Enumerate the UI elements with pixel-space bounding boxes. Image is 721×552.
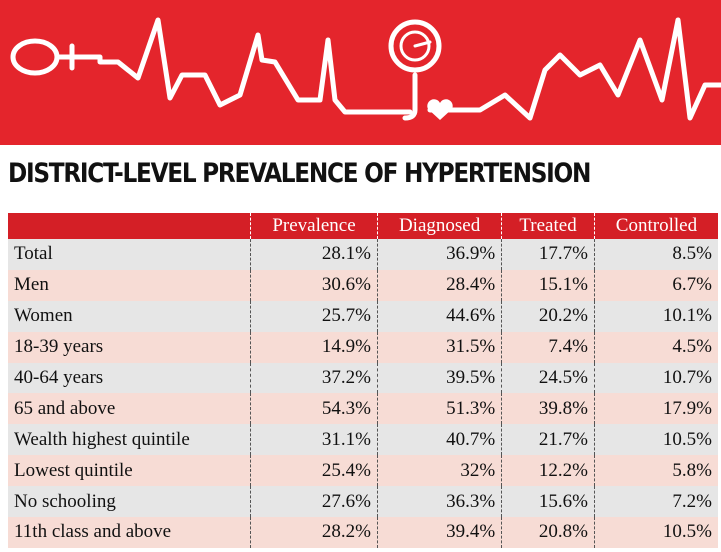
title: DISTRICT-LEVEL PREVALENCE OF HYPERTENSIO… bbox=[8, 158, 591, 189]
cell: 37.2% bbox=[250, 362, 378, 394]
cell: 31.5% bbox=[376, 331, 502, 363]
table-row: 11th class and above 28.2% 39.4% 20.8% 10.5% bbox=[8, 517, 718, 548]
cell: 6.7% bbox=[593, 269, 718, 301]
row-label: 65 and above bbox=[8, 393, 251, 425]
cell: 32% bbox=[376, 455, 502, 487]
banner bbox=[0, 0, 721, 145]
cell: 7.2% bbox=[593, 486, 718, 518]
cell: 39.8% bbox=[501, 393, 595, 425]
column-header: Prevalence bbox=[250, 213, 378, 239]
cell: 10.1% bbox=[593, 300, 718, 332]
row-label: Men bbox=[8, 269, 251, 301]
column-header bbox=[8, 213, 251, 239]
cell: 40.7% bbox=[376, 424, 502, 456]
cell: 14.9% bbox=[250, 331, 378, 363]
cell: 10.5% bbox=[593, 424, 718, 456]
column-header: Diagnosed bbox=[376, 213, 502, 239]
table-row: Women 25.7% 44.6% 20.2% 10.1% bbox=[8, 300, 718, 332]
cell: 4.5% bbox=[593, 331, 718, 363]
cell: 17.9% bbox=[593, 393, 718, 425]
cell: 27.6% bbox=[250, 486, 378, 518]
row-label: 11th class and above bbox=[8, 517, 251, 548]
column-header: Controlled bbox=[593, 213, 718, 239]
cell: 12.2% bbox=[501, 455, 595, 487]
row-label: Wealth highest quintile bbox=[8, 424, 251, 456]
row-label: Women bbox=[8, 300, 251, 332]
cell: 36.3% bbox=[376, 486, 502, 518]
row-label: 18-39 years bbox=[8, 331, 251, 363]
row-label: 40-64 years bbox=[8, 362, 251, 394]
row-label: No schooling bbox=[8, 486, 251, 518]
row-label: Lowest quintile bbox=[8, 455, 251, 487]
table-row: Total 28.1% 36.9% 17.7% 8.5% bbox=[8, 239, 718, 270]
cell: 28.4% bbox=[376, 269, 502, 301]
cell: 10.7% bbox=[593, 362, 718, 394]
cell: 17.7% bbox=[501, 239, 595, 270]
cell: 25.4% bbox=[250, 455, 378, 487]
cell: 25.7% bbox=[250, 300, 378, 332]
data-table: Prevalence Diagnosed Treated Controlled Tot… bbox=[8, 213, 718, 548]
cell: 21.7% bbox=[501, 424, 595, 456]
table-row: 65 and above 54.3% 51.3% 39.8% 17.9% bbox=[8, 393, 718, 425]
cell: 15.1% bbox=[501, 269, 595, 301]
cell: 24.5% bbox=[501, 362, 595, 394]
column-header: Treated bbox=[501, 213, 595, 239]
header-row: Prevalence Diagnosed Treated Controlled bbox=[8, 213, 718, 239]
cell: 54.3% bbox=[250, 393, 378, 425]
row-label: Total bbox=[8, 239, 251, 270]
table-row: No schooling 27.6% 36.3% 15.6% 7.2% bbox=[8, 486, 718, 518]
cell: 7.4% bbox=[501, 331, 595, 363]
cell: 5.8% bbox=[593, 455, 718, 487]
cell: 20.2% bbox=[501, 300, 595, 332]
cell: 28.2% bbox=[250, 517, 378, 548]
table-row: 18-39 years 14.9% 31.5% 7.4% 4.5% bbox=[8, 331, 718, 363]
cell: 28.1% bbox=[250, 239, 378, 270]
table-row: 40-64 years 37.2% 39.5% 24.5% 10.7% bbox=[8, 362, 718, 394]
cell: 10.5% bbox=[593, 517, 718, 548]
cell: 44.6% bbox=[376, 300, 502, 332]
cell: 51.3% bbox=[376, 393, 502, 425]
table-row: Wealth highest quintile 31.1% 40.7% 21.7% 10… bbox=[8, 424, 718, 456]
cell: 36.9% bbox=[376, 239, 502, 270]
table-row: Men 30.6% 28.4% 15.1% 6.7% bbox=[8, 269, 718, 301]
cell: 8.5% bbox=[593, 239, 718, 270]
cell: 15.6% bbox=[501, 486, 595, 518]
cell: 30.6% bbox=[250, 269, 378, 301]
table-row: Lowest quintile 25.4% 32% 12.2% 5.8% bbox=[8, 455, 718, 487]
cell: 39.4% bbox=[376, 517, 502, 548]
cell: 31.1% bbox=[250, 424, 378, 456]
cell: 39.5% bbox=[376, 362, 502, 394]
cell: 20.8% bbox=[501, 517, 595, 548]
